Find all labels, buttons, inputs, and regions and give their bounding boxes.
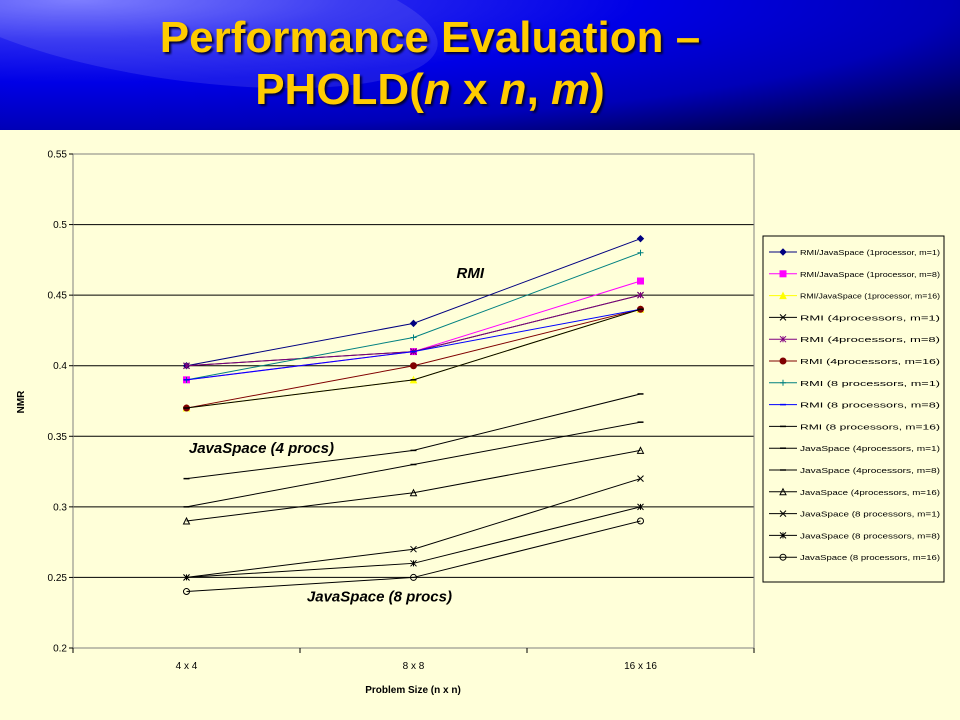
data-point [410, 559, 417, 567]
legend-label: JavaSpace (8 processors, m=8) [800, 531, 940, 540]
legend-label: RMI (8 processors, m=1) [800, 379, 940, 388]
series-line [186, 449, 641, 522]
legend-label: JavaSpace (8 processors, m=16) [800, 553, 940, 562]
y-tick-label: 0.45 [48, 291, 68, 302]
title-line-2: PHOLD(n x n, m) [255, 65, 605, 114]
data-point [779, 291, 787, 300]
data-point [637, 503, 644, 511]
data-point [779, 510, 787, 517]
x-tick-label: 16 x 16 [624, 661, 657, 672]
x-tick-label: 8 x 8 [403, 661, 425, 672]
data-point [409, 319, 418, 328]
chart-annotations: RMI JavaSpace (4 procs) JavaSpace (8 procs… [189, 265, 485, 605]
legend-item: RMI (8 processors, m=16) [769, 422, 940, 431]
data-point [779, 270, 787, 278]
legend-box [762, 235, 945, 583]
slide-header: Performance Evaluation – PHOLD(n x n, m) [0, 0, 960, 130]
legend-label: RMI/JavaSpace (1processor, m=8) [800, 270, 940, 279]
data-point [780, 379, 786, 386]
legend-label: RMI/JavaSpace (1processor, m=16) [800, 292, 940, 301]
data-point [410, 573, 417, 581]
series-11 [183, 421, 644, 508]
line-chart: 0.2 0.25 0.3 0.35 0.4 0.45 0.5 0.55 4 x 4 8 x 8 1… [0, 130, 960, 720]
data-point [183, 588, 190, 596]
data-point [779, 357, 787, 365]
legend: RMI/JavaSpace (1processor, m=1) RMI/JavaS… [762, 235, 945, 583]
data-point [410, 545, 417, 553]
plot-frame [72, 153, 755, 649]
data-point [636, 234, 645, 243]
series-15 [183, 517, 644, 596]
y-tick-label: 0.25 [48, 573, 68, 584]
data-point [637, 291, 644, 299]
y-axis-ticks: 0.2 0.25 0.3 0.35 0.4 0.45 0.5 0.55 [48, 150, 73, 655]
y-tick-label: 0.4 [53, 361, 67, 372]
legend-item: RMI/JavaSpace (1processor, m=8) [769, 270, 940, 279]
chart-annotation: JavaSpace (8 procs) [307, 588, 452, 605]
legend-item: RMI (4processors, m=16) [769, 357, 940, 366]
data-point [410, 362, 417, 370]
legend-label: JavaSpace (4processors, m=1) [800, 444, 940, 453]
series-line [186, 520, 641, 593]
data-point [779, 248, 787, 256]
x-axis-ticks: 4 x 4 8 x 8 16 x 16 [72, 648, 755, 672]
series-lines [182, 234, 645, 596]
data-point [409, 488, 418, 497]
legend-item: JavaSpace (8 processors, m=1) [769, 510, 940, 519]
legend-item: RMI/JavaSpace (1processor, m=16) [769, 291, 940, 301]
chart-annotation: JavaSpace (4 procs) [189, 440, 334, 457]
series-9 [183, 308, 644, 409]
data-point [637, 249, 644, 256]
y-axis-label: NMR [16, 390, 27, 414]
legend-item: RMI/JavaSpace (1processor, m=1) [769, 248, 940, 257]
data-point [183, 574, 190, 581]
x-tick-label: 4 x 4 [176, 661, 198, 672]
legend-label: RMI (8 processors, m=16) [800, 422, 940, 431]
legend-item: JavaSpace (4processors, m=16) [769, 487, 940, 497]
data-point [410, 334, 417, 341]
legend-item: RMI (4processors, m=1) [769, 313, 940, 322]
data-point [779, 532, 787, 539]
legend-label: JavaSpace (4processors, m=8) [800, 466, 940, 475]
data-point [779, 487, 787, 496]
y-tick-label: 0.2 [53, 644, 67, 655]
data-point [636, 446, 645, 454]
legend-item: JavaSpace (4processors, m=1) [769, 444, 940, 453]
legend-item: RMI (4processors, m=8) [769, 335, 940, 344]
legend-item: RMI (8 processors, m=1) [769, 379, 940, 388]
legend-item: RMI (8 processors, m=8) [769, 401, 940, 410]
legend-item: JavaSpace (4processors, m=8) [769, 466, 940, 475]
series-14 [183, 503, 644, 581]
legend-label: RMI/JavaSpace (1processor, m=1) [800, 248, 940, 257]
y-tick-label: 0.55 [48, 150, 68, 161]
x-axis-label: Problem Size (n x n) [365, 685, 461, 696]
legend-item: JavaSpace (8 processors, m=8) [769, 531, 940, 540]
data-point [637, 277, 644, 285]
legend-label: RMI (4processors, m=8) [800, 335, 940, 344]
data-point [779, 314, 787, 321]
y-tick-label: 0.35 [48, 432, 68, 443]
data-point [182, 516, 191, 525]
data-point [637, 475, 644, 482]
series-12 [182, 446, 645, 525]
data-point [183, 362, 190, 370]
chart-annotation: RMI [457, 265, 485, 282]
legend-label: RMI (4processors, m=16) [800, 357, 940, 366]
y-tick-label: 0.3 [53, 502, 67, 513]
legend-item: JavaSpace (8 processors, m=16) [769, 553, 940, 562]
slide-title: Performance Evaluation – PHOLD(n x n, m) [0, 12, 860, 116]
data-point [637, 517, 644, 525]
data-point [779, 553, 787, 561]
y-tick-label: 0.5 [53, 220, 67, 231]
legend-label: RMI (4processors, m=1) [800, 313, 940, 322]
legend-label: JavaSpace (4processors, m=16) [800, 488, 940, 497]
legend-label: JavaSpace (8 processors, m=1) [800, 510, 940, 519]
legend-label: RMI (8 processors, m=8) [800, 401, 940, 410]
series-1 [182, 234, 645, 370]
series-10 [183, 393, 644, 480]
data-point [779, 335, 787, 343]
title-line-1: Performance Evaluation – [159, 13, 701, 62]
